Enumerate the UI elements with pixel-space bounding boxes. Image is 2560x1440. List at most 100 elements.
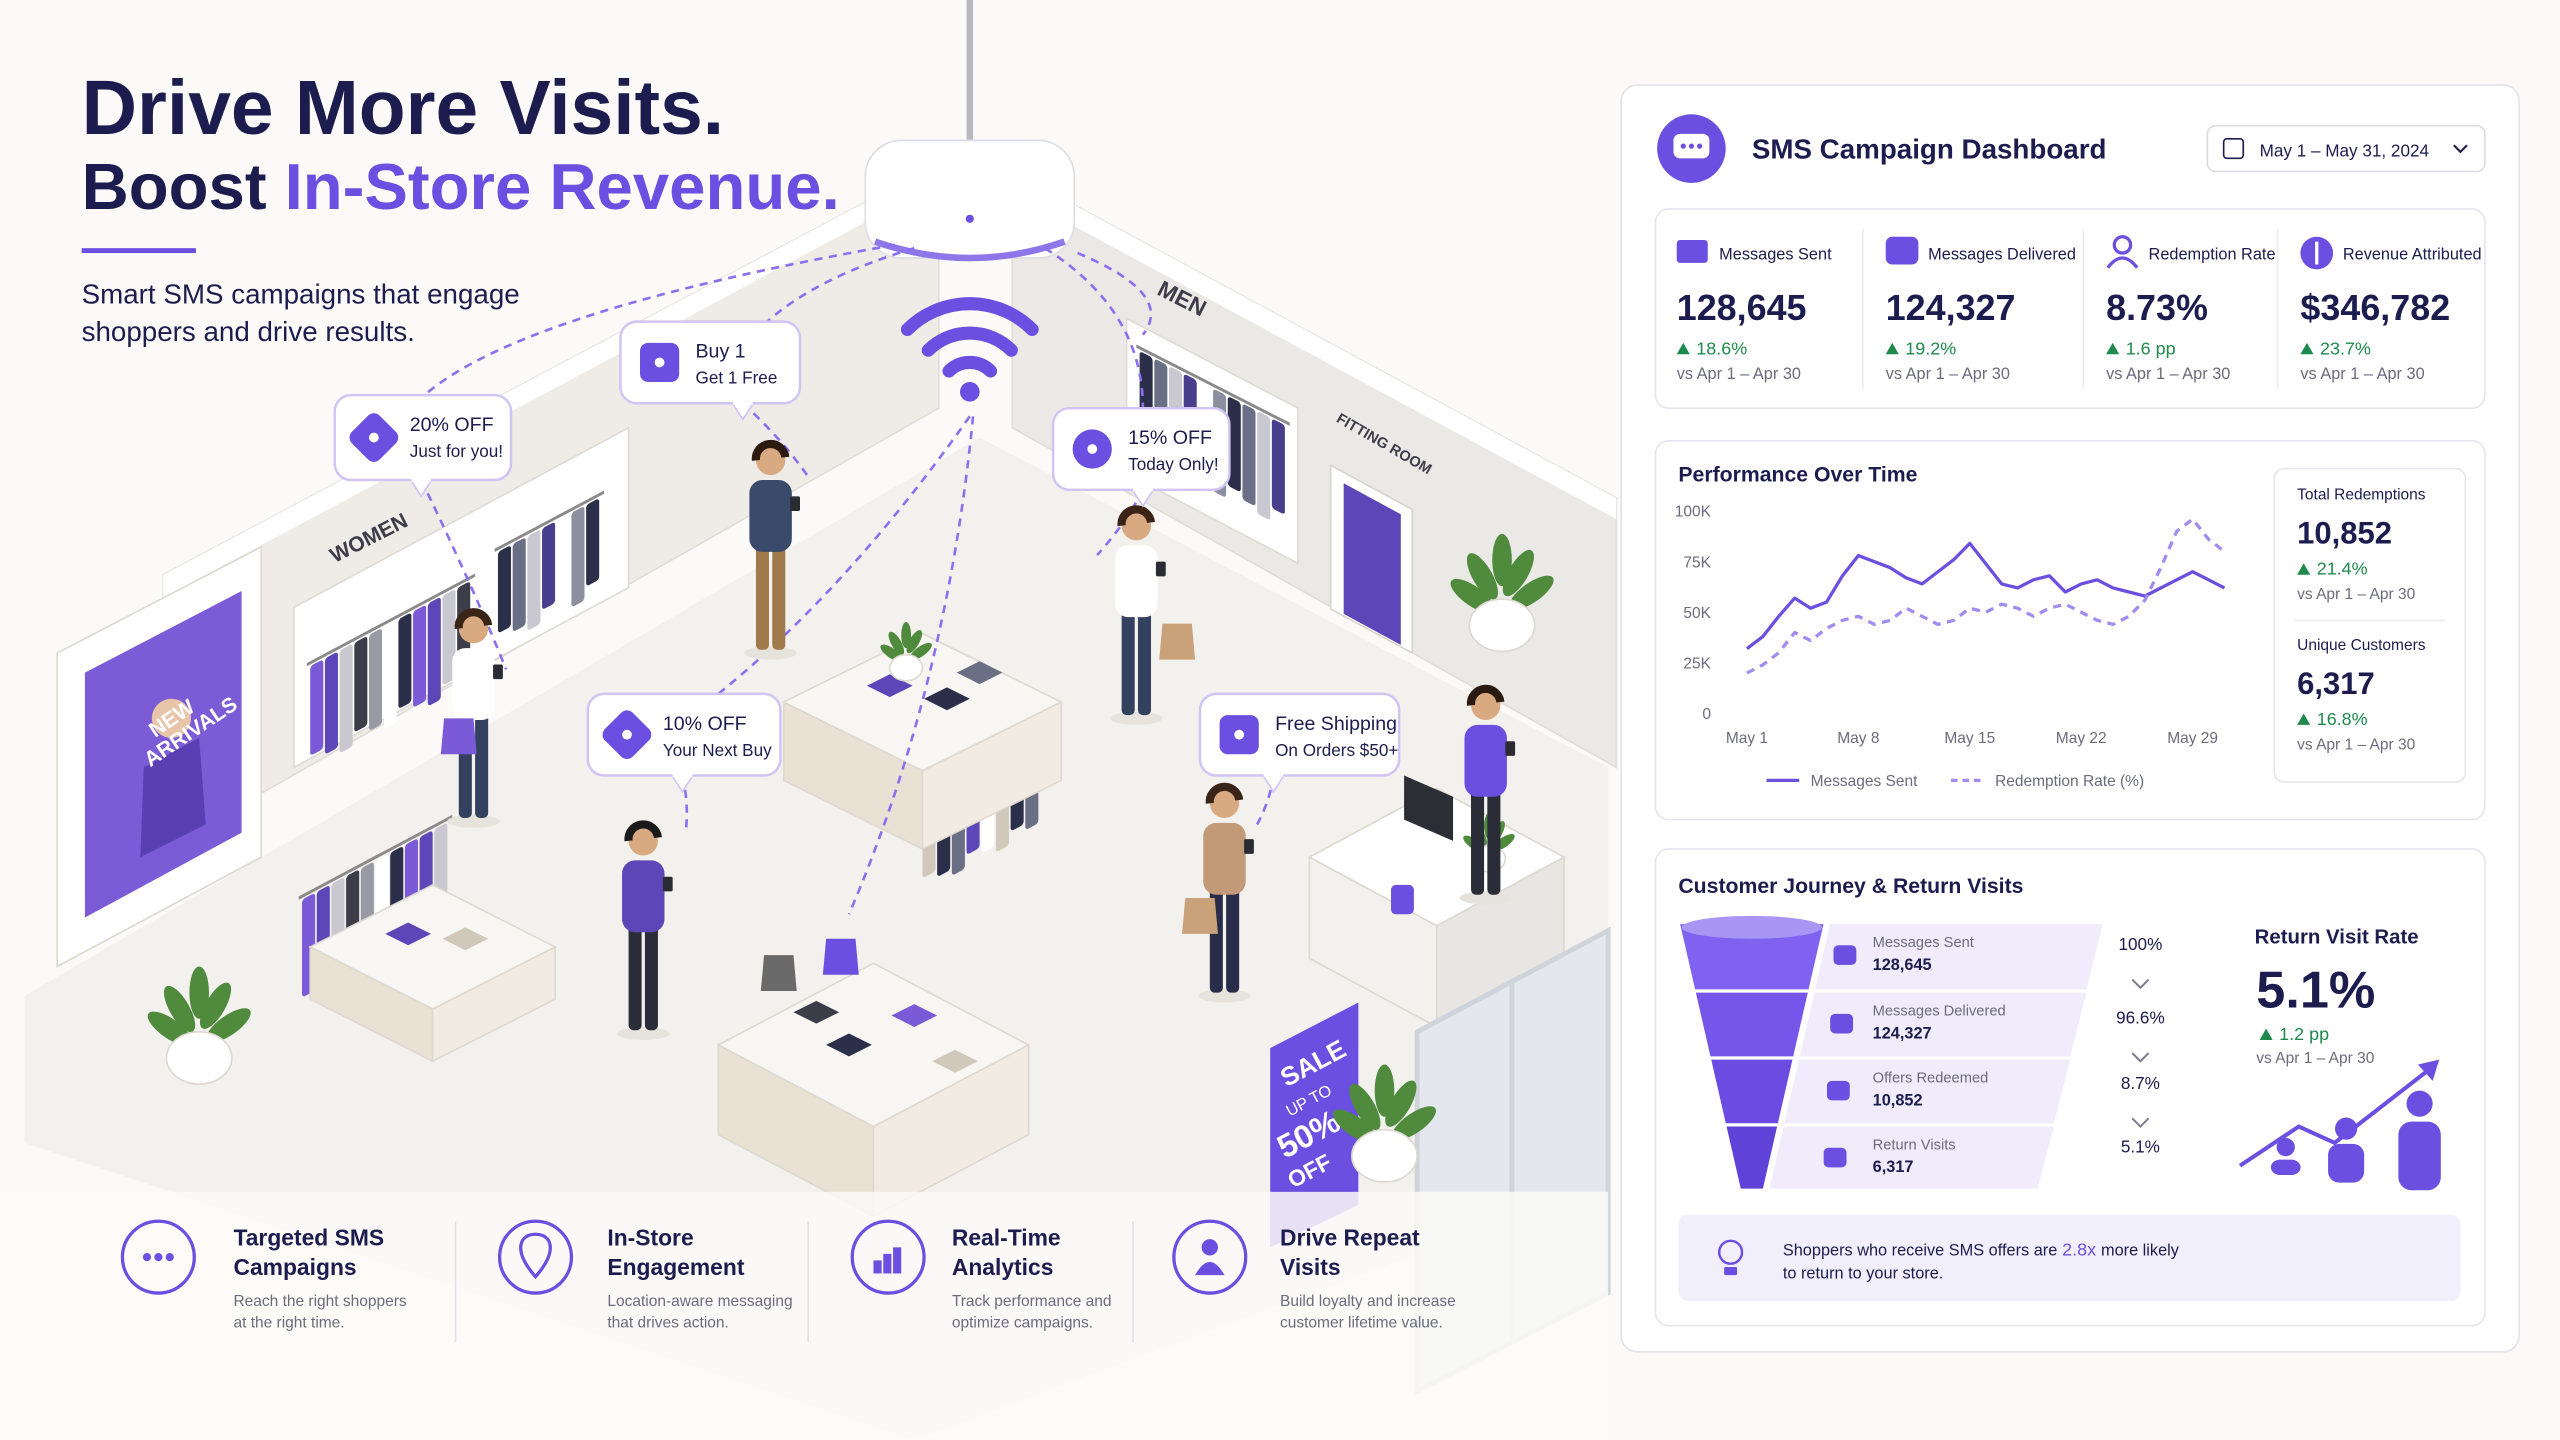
- wifi-arc: [900, 297, 1039, 337]
- wifi-arc: [921, 326, 1018, 357]
- bag-logo: [1391, 884, 1414, 915]
- legend-label: Messages Sent: [1811, 773, 1919, 790]
- feature-icon-detail: [142, 1253, 152, 1262]
- kpi-comparison: vs Apr 1 – Apr 30: [1886, 365, 2010, 383]
- feature-title: Analytics: [952, 1254, 1054, 1280]
- return-rate-comparison: vs Apr 1 – Apr 30: [2256, 1050, 2374, 1067]
- router: [864, 139, 1076, 259]
- offer-title: 15% OFF: [1128, 427, 1212, 449]
- feature-description: Build loyalty and increase: [1280, 1293, 1456, 1310]
- garment: [354, 637, 368, 732]
- feature-icon: [497, 1219, 574, 1295]
- summary-value: 6,317: [2297, 666, 2375, 701]
- feature-description: Location-aware messaging: [607, 1293, 792, 1310]
- router-light: [874, 238, 1066, 262]
- x-tick-label: May 22: [2056, 730, 2107, 747]
- stage-value: 6,317: [1873, 1158, 1914, 1176]
- phone: [493, 664, 503, 680]
- person-shadow: [1198, 989, 1251, 1003]
- offer-icon-detail: [368, 432, 379, 443]
- change-value: 18.6%: [1696, 338, 1747, 358]
- router-led: [965, 214, 974, 223]
- person-hair: [751, 439, 790, 461]
- feature-icon-detail: [883, 1253, 892, 1274]
- conversion-rate: 5.1%: [2121, 1137, 2160, 1157]
- feature-icon: [1172, 1219, 1248, 1295]
- poster-figure: [151, 698, 192, 738]
- person-hair: [1117, 505, 1156, 527]
- garment: [1227, 397, 1241, 492]
- shopping-bag: [822, 938, 859, 975]
- person-head: [755, 445, 786, 476]
- feature-description: customer lifetime value.: [1280, 1314, 1443, 1331]
- change-value: 1.2 pp: [2279, 1024, 2329, 1044]
- shopping-bag: [760, 955, 797, 992]
- feature-icon-detail: [519, 1232, 552, 1280]
- hero-title: Drive More Visits.: [82, 66, 724, 151]
- kpi-label: Messages Sent: [1719, 246, 1832, 264]
- person-leg: [1137, 607, 1152, 716]
- garment: [1271, 419, 1285, 514]
- conversion-rate: 100%: [2119, 934, 2163, 954]
- person-head: [458, 613, 489, 644]
- phone: [1244, 839, 1254, 854]
- summary-value: 10,852: [2297, 516, 2392, 551]
- rack-rod: [1136, 344, 1290, 426]
- garment: [497, 546, 512, 633]
- offer-title: 20% OFF: [410, 414, 494, 436]
- shopping-bag: [1159, 623, 1196, 660]
- kpi-icon: [2112, 235, 2133, 255]
- person-torso: [1464, 724, 1507, 797]
- phone: [662, 876, 673, 892]
- journey-band: [1769, 1126, 2054, 1189]
- person-leg: [475, 710, 489, 818]
- plant-leaf: [1509, 575, 1554, 610]
- growth-person: [2276, 1137, 2295, 1157]
- kpi-comparison: vs Apr 1 – Apr 30: [2106, 365, 2230, 383]
- offer-icon-detail: [1087, 444, 1098, 454]
- panel-title: Customer Journey & Return Visits: [1678, 875, 2023, 898]
- garment: [413, 605, 427, 707]
- person-leg: [1226, 884, 1240, 993]
- person-torso: [452, 648, 495, 720]
- bulb-icon: [1724, 1266, 1738, 1276]
- y-tick-label: 75K: [1683, 554, 1711, 571]
- plant-pot: [1351, 1128, 1418, 1183]
- growth-person: [2335, 1117, 2358, 1140]
- stage-icon: [1830, 1013, 1854, 1034]
- insight-text: Shoppers who receive SMS offers are: [1783, 1242, 2057, 1260]
- garment: [442, 590, 456, 685]
- x-tick-label: May 8: [1837, 730, 1879, 747]
- rack-rod: [306, 573, 476, 667]
- person-shadow: [1459, 891, 1512, 905]
- person-shadow: [1110, 711, 1163, 725]
- garment: [542, 522, 556, 609]
- person-torso: [1115, 545, 1158, 618]
- stage-icon: [1826, 1080, 1850, 1101]
- feature-icon-detail: [1195, 1262, 1225, 1276]
- person-torso: [749, 480, 792, 552]
- phone: [1505, 741, 1516, 756]
- increase-arrow: [2106, 342, 2120, 355]
- legend-label: Redemption Rate (%): [1995, 773, 2144, 790]
- feature-icon-detail: [873, 1260, 882, 1274]
- journey-band: [1799, 992, 2087, 1057]
- insight-highlight: 2.8x: [2062, 1240, 2096, 1260]
- stage-icon: [1833, 945, 1857, 965]
- kpi-comparison: vs Apr 1 – Apr 30: [1677, 365, 1801, 383]
- panel-title: Performance Over Time: [1678, 464, 1917, 487]
- funnel-segment: [1680, 924, 1824, 990]
- signal-path: [847, 416, 975, 915]
- kpi-value: 124,327: [1886, 287, 2016, 328]
- person-head: [1121, 511, 1152, 541]
- dashboard-logo-dot: [1696, 143, 1703, 149]
- flow-chevron: [2131, 1052, 2150, 1063]
- feature-title: In-Store: [607, 1225, 693, 1251]
- return-rate-value: 5.1%: [2256, 961, 2375, 1019]
- display-table: [308, 883, 557, 1010]
- phone: [1155, 561, 1166, 577]
- plant-leaf: [1492, 533, 1512, 587]
- stage-label: Messages Delivered: [1873, 1004, 2006, 1020]
- change-value: 19.2%: [1905, 338, 1956, 358]
